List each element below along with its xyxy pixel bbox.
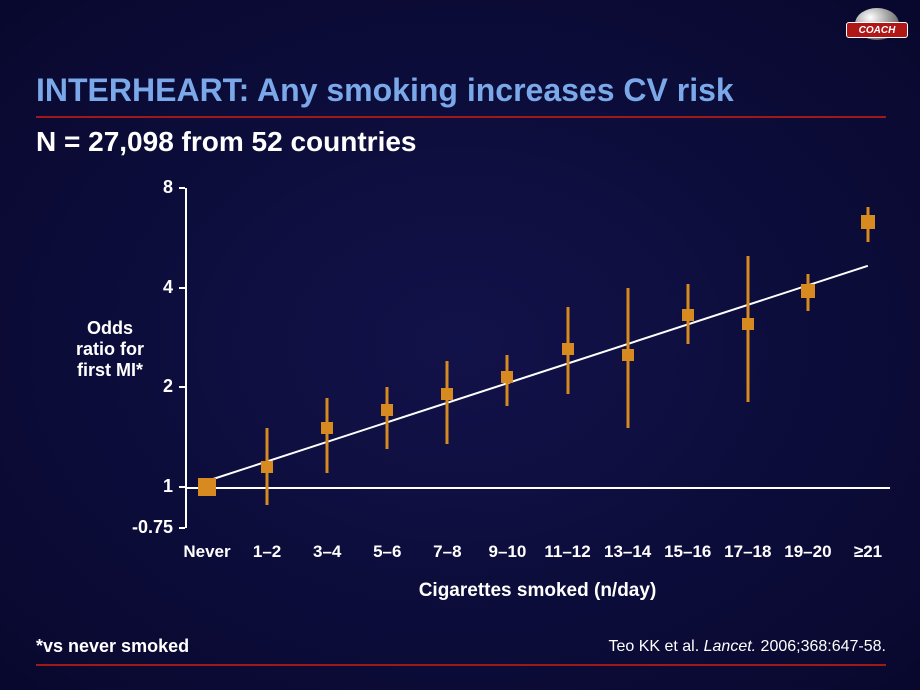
data-marker [562, 343, 574, 355]
y-tick [179, 187, 185, 189]
x-tick-label: 15–16 [664, 542, 711, 562]
x-tick-label: 3–4 [313, 542, 341, 562]
odds-ratio-chart: -0.751248Never1–23–45–67–89–1011–1213–14… [185, 188, 890, 528]
data-marker [861, 215, 875, 229]
x-tick-label: Never [183, 542, 230, 562]
footer-underline [36, 664, 886, 666]
y-tick [179, 287, 185, 289]
citation: Teo KK et al. Lancet. 2006;368:647-58. [608, 638, 886, 656]
y-tick-label: -0.75 [113, 517, 173, 538]
coach-logo: COACH [846, 8, 908, 50]
data-marker [682, 309, 694, 321]
data-marker [742, 318, 754, 330]
data-marker [198, 478, 216, 496]
y-axis-line [185, 188, 187, 528]
y-tick [179, 386, 185, 388]
x-tick-label: 1–2 [253, 542, 281, 562]
citation-journal: Lancet. [704, 638, 756, 655]
y-tick [179, 527, 185, 529]
error-bar [386, 387, 389, 449]
x-axis-line [185, 487, 890, 489]
title-underline [36, 116, 886, 118]
x-tick-label: 17–18 [724, 542, 771, 562]
y-axis-label: Oddsratio forfirst MI* [47, 318, 173, 381]
y-tick-label: 4 [113, 277, 173, 298]
data-marker [441, 388, 453, 400]
error-bar [446, 361, 449, 444]
data-marker [321, 422, 333, 434]
error-bar [326, 398, 329, 473]
data-marker [622, 349, 634, 361]
citation-ref: 2006;368:647-58. [756, 638, 886, 655]
slide-title: INTERHEART: Any smoking increases CV ris… [36, 72, 734, 109]
x-tick-label: ≥21 [854, 542, 882, 562]
y-tick-label: 8 [113, 177, 173, 198]
x-tick-label: 5–6 [373, 542, 401, 562]
y-tick [179, 486, 185, 488]
data-marker [261, 461, 273, 473]
trend-line [207, 264, 869, 481]
data-marker [501, 371, 513, 383]
x-tick-label: 7–8 [433, 542, 461, 562]
slide-subtitle: N = 27,098 from 52 countries [36, 126, 417, 158]
data-marker [801, 284, 815, 298]
footnote: *vs never smoked [36, 636, 189, 657]
x-tick-label: 9–10 [489, 542, 527, 562]
y-tick-label: 1 [113, 476, 173, 497]
data-marker [381, 404, 393, 416]
x-axis-label: Cigarettes smoked (n/day) [185, 580, 890, 602]
x-tick-label: 19–20 [784, 542, 831, 562]
x-tick-label: 13–14 [604, 542, 651, 562]
citation-authors: Teo KK et al. [608, 638, 703, 655]
x-tick-label: 11–12 [544, 542, 590, 562]
logo-banner: COACH [846, 22, 908, 38]
